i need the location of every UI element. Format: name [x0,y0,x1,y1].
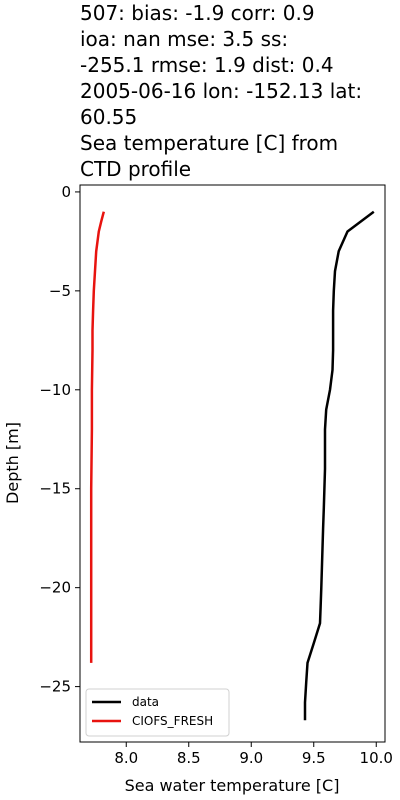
y-tick-label: −5 [49,282,71,300]
title-line: -255.1 rmse: 1.9 dist: 0.4 [80,53,334,77]
x-tick-label: 8.5 [177,749,201,767]
series-line-data [303,210,375,721]
legend-label-model: CIOFS_FRESH [132,714,213,728]
x-axis-label: Sea water temperature [C] [125,776,340,795]
y-axis: 0 −5 −10 −15 −20 −25 [39,183,80,696]
title-line: 2005-06-16 lon: -152.13 lat: [80,79,363,103]
title-line: Sea temperature [C] from [80,131,339,155]
y-tick-label: −25 [39,678,71,696]
y-tick-label: −20 [39,579,71,597]
legend-box [85,688,230,737]
x-axis: 8.0 8.5 9.0 9.5 10.0 [114,742,393,767]
title-line: 507: bias: -1.9 corr: 0.9 [80,1,315,25]
title-line: ioa: nan mse: 3.5 ss: [80,27,289,51]
y-tick-label: 0 [61,183,71,201]
series-layer [89,210,375,721]
y-tick-label: −15 [39,480,71,498]
y-axis-label: Depth [m] [3,422,22,504]
plot-frame [79,184,386,743]
series-line-ciofs-fresh [89,211,106,663]
title-line: CTD profile [80,157,192,181]
x-tick-label: 9.0 [239,749,263,767]
legend-label-data: data [132,695,159,709]
x-tick-label: 9.5 [302,749,326,767]
x-tick-label: 8.0 [114,749,138,767]
chart-title: 507: bias: -1.9 corr: 0.9 ioa: nan mse: … [80,0,398,182]
legend: data CIOFS_FRESH [85,688,230,737]
x-tick-label: 10.0 [360,749,393,767]
y-tick-label: −10 [39,381,71,399]
title-line: 60.55 [80,105,138,129]
